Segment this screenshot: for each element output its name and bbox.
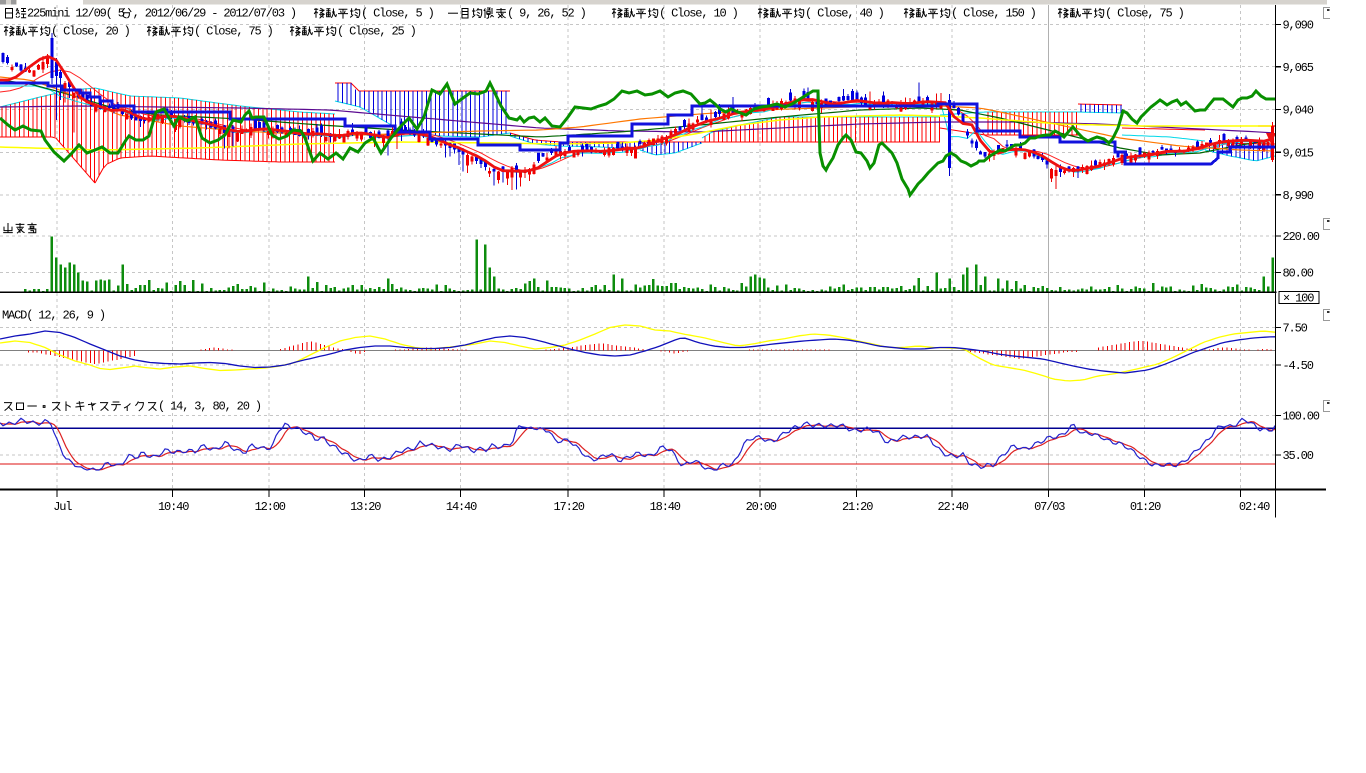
svg-text:13:20: 13:20 [350,500,381,514]
svg-text:9,065: 9,065 [1283,61,1314,75]
svg-text:80.00: 80.00 [1283,267,1314,281]
svg-text:12:00: 12:00 [255,500,286,514]
svg-text:( 9, 26, 52 ): ( 9, 26, 52 ) [507,7,586,21]
svg-text:( Close, 40 ): ( Close, 40 ) [805,7,884,21]
svg-text:22:40: 22:40 [938,500,969,514]
svg-text:7.50: 7.50 [1283,322,1308,336]
svg-text:21:20: 21:20 [842,500,873,514]
svg-text:01:20: 01:20 [1130,500,1161,514]
svg-text:9,040: 9,040 [1283,104,1314,118]
svg-text:225mini 12/09( 5: 225mini 12/09( 5 [27,7,125,21]
svg-text:220.00: 220.00 [1283,230,1320,244]
svg-text:100.00: 100.00 [1283,410,1320,424]
svg-text:( Close, 20 ): ( Close, 20 ) [51,25,130,39]
svg-text:( Close, 75 ): ( Close, 75 ) [194,25,273,39]
svg-text:× 100: × 100 [1283,291,1314,305]
svg-text:-4.50: -4.50 [1283,359,1314,373]
svg-text:18:40: 18:40 [650,500,681,514]
svg-text:02:40: 02:40 [1239,500,1270,514]
svg-text:9,015: 9,015 [1283,147,1314,161]
svg-text:8,990: 8,990 [1283,189,1314,203]
svg-text:( Close, 25 ): ( Close, 25 ) [337,25,416,39]
svg-text:35.00: 35.00 [1283,449,1314,463]
svg-text:( Close, 75 ): ( Close, 75 ) [1105,7,1184,21]
svg-text:17:20: 17:20 [554,500,585,514]
svg-text:20:00: 20:00 [746,500,777,514]
svg-text:( 14, 3, 80, 20 ): ( 14, 3, 80, 20 ) [158,400,261,414]
svg-text:( Close, 10 ): ( Close, 10 ) [659,7,738,21]
svg-text:( Close, 150 ): ( Close, 150 ) [951,7,1036,21]
svg-text:, 2012/06/29 - 2012/07/03 ): , 2012/06/29 - 2012/07/03 ) [133,7,296,21]
svg-text:9,090: 9,090 [1283,19,1314,33]
svg-text:MACD( 12, 26, 9 ): MACD( 12, 26, 9 ) [2,309,105,323]
svg-text:14:40: 14:40 [446,500,477,514]
svg-text:( Close, 5 ): ( Close, 5 ) [361,7,434,21]
svg-text:10:40: 10:40 [158,500,189,514]
svg-text:07/03: 07/03 [1034,500,1065,514]
svg-text:Jul: Jul [53,500,72,514]
